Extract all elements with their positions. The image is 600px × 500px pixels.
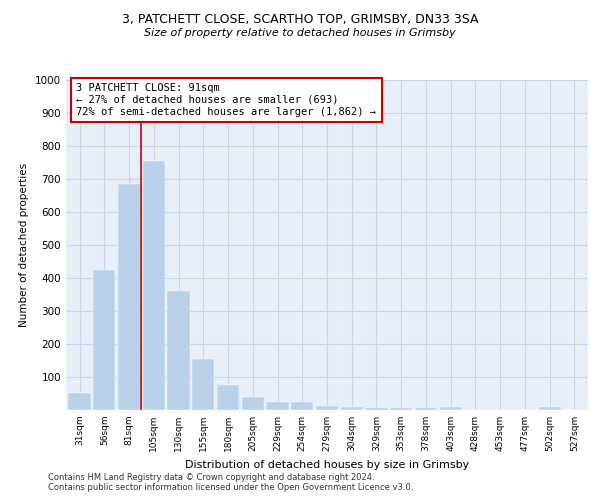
Bar <box>390 408 412 410</box>
Text: Contains HM Land Registry data © Crown copyright and database right 2024.: Contains HM Land Registry data © Crown c… <box>48 474 374 482</box>
Bar <box>217 385 239 410</box>
Bar <box>118 184 140 410</box>
X-axis label: Distribution of detached houses by size in Grimsby: Distribution of detached houses by size … <box>185 460 469 469</box>
Text: Size of property relative to detached houses in Grimsby: Size of property relative to detached ho… <box>144 28 456 38</box>
Bar <box>167 291 190 410</box>
Bar <box>143 161 165 410</box>
Text: Contains public sector information licensed under the Open Government Licence v3: Contains public sector information licen… <box>48 484 413 492</box>
Bar <box>242 398 264 410</box>
Bar <box>341 408 363 410</box>
Bar <box>192 359 214 410</box>
Bar <box>266 402 289 410</box>
Text: 3 PATCHETT CLOSE: 91sqm
← 27% of detached houses are smaller (693)
72% of semi-d: 3 PATCHETT CLOSE: 91sqm ← 27% of detache… <box>76 84 376 116</box>
Bar <box>93 270 115 410</box>
Text: 3, PATCHETT CLOSE, SCARTHO TOP, GRIMSBY, DN33 3SA: 3, PATCHETT CLOSE, SCARTHO TOP, GRIMSBY,… <box>122 12 478 26</box>
Y-axis label: Number of detached properties: Number of detached properties <box>19 163 29 327</box>
Bar <box>539 408 561 410</box>
Bar <box>68 393 91 410</box>
Bar <box>440 406 462 410</box>
Bar <box>415 408 437 410</box>
Bar <box>316 406 338 410</box>
Bar <box>291 402 313 410</box>
Bar <box>365 408 388 410</box>
